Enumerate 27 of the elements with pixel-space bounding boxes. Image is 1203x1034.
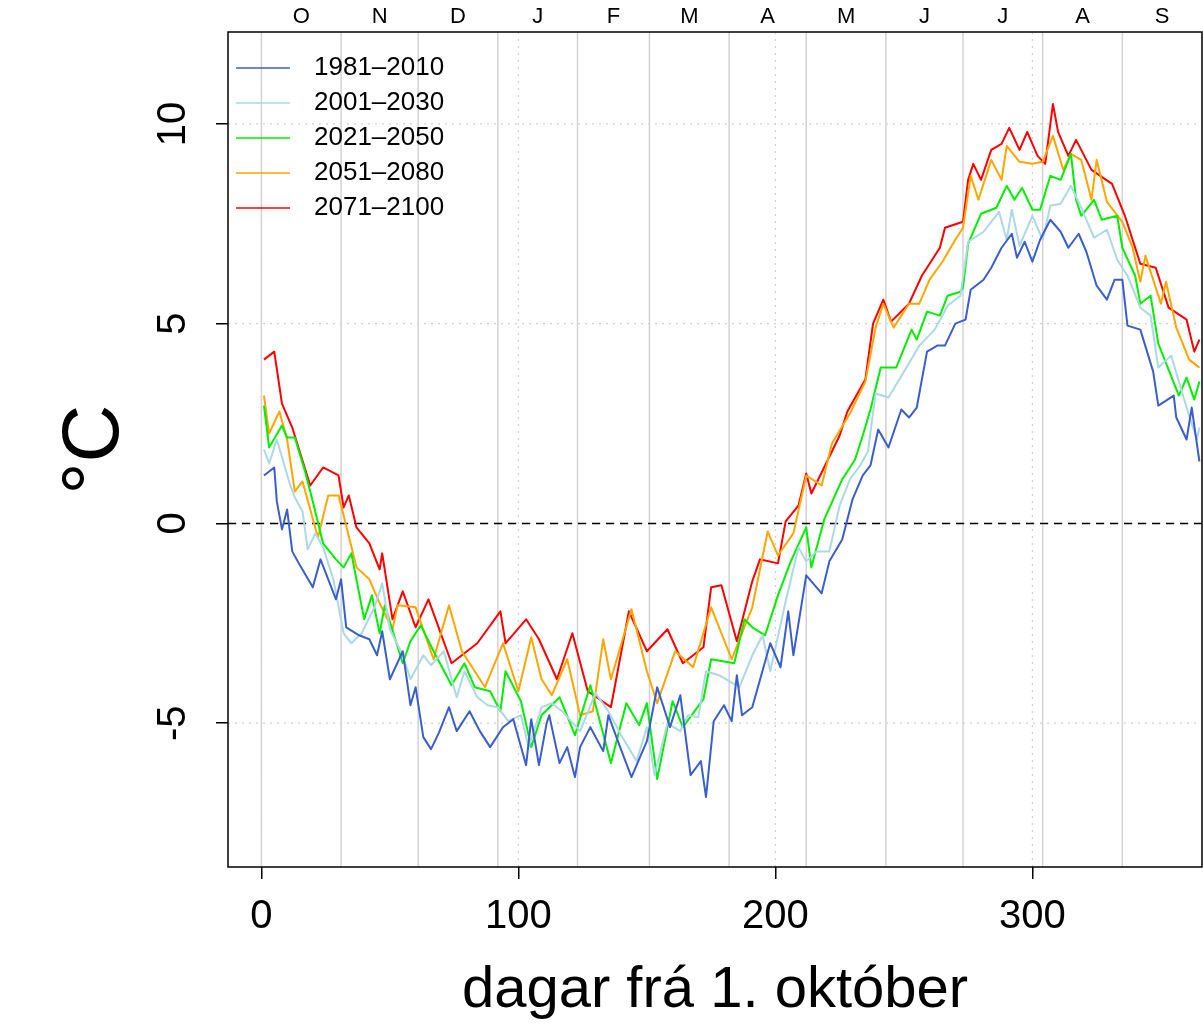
text: O xyxy=(292,3,310,29)
y-tick-label: -5 xyxy=(149,705,194,741)
legend-label: 2001–2030 xyxy=(314,86,445,117)
text: A xyxy=(760,3,776,29)
y-tick-label: 0 xyxy=(149,512,194,535)
text: N xyxy=(371,3,388,29)
x-tick-label: 300 xyxy=(999,892,1066,937)
legend-label: 2021–2050 xyxy=(314,121,445,152)
text: J xyxy=(918,3,930,29)
text: J xyxy=(532,3,544,29)
text: F xyxy=(606,3,621,29)
x-tick-label: 100 xyxy=(485,892,552,937)
y-tick-label: 5 xyxy=(149,312,194,335)
text: D xyxy=(450,3,466,29)
y-axis-title: °C xyxy=(46,404,136,495)
legend-label: 2051–2080 xyxy=(314,156,445,187)
text: M xyxy=(836,3,856,29)
text: S xyxy=(1154,3,1170,29)
text: J xyxy=(997,3,1009,29)
x-axis-title: dagar frá 1. október xyxy=(461,954,969,1020)
legend-label: 1981–2010 xyxy=(314,51,445,82)
text: A xyxy=(1075,3,1091,29)
x-tick-label: 200 xyxy=(742,892,809,937)
y-tick-label: 10 xyxy=(149,101,194,147)
x-tick-label: 0 xyxy=(250,892,273,937)
legend-label: 2071–2100 xyxy=(314,191,445,222)
text: M xyxy=(680,3,699,29)
